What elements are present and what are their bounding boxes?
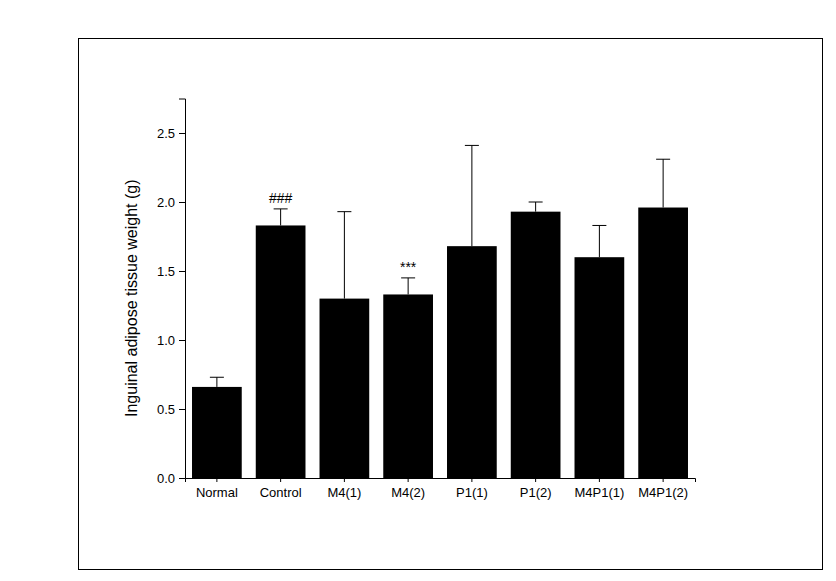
x-tick: M4P1(1) <box>574 478 624 500</box>
bar <box>320 299 370 478</box>
x-axis-line <box>186 479 696 483</box>
error-bar-cap <box>210 377 224 378</box>
significance-annotation: *** <box>400 259 417 275</box>
bar <box>192 387 242 478</box>
error-bar <box>274 209 288 226</box>
x-tick-mark <box>280 478 281 482</box>
y-tick: 2.5 <box>157 126 185 141</box>
x-tick: M4(2) <box>391 478 425 500</box>
y-axis: 0.0 0.5 1.0 1.5 2.0 2.5 <box>157 99 186 486</box>
chart: 0.0 0.5 1.0 1.5 2.0 2.5 Normal Control M4(1) M4(2… <box>0 0 836 581</box>
plot-area <box>192 145 688 478</box>
y-tick-label: 1.5 <box>157 264 175 279</box>
error-bar <box>465 145 479 246</box>
y-tick-mark <box>179 340 185 341</box>
y-tick: 1.5 <box>157 264 185 279</box>
y-tick: 1.0 <box>157 333 185 348</box>
y-tick-mark <box>179 271 185 272</box>
x-tick-mark <box>663 478 664 482</box>
x-axis: Normal Control M4(1) M4(2) P1(1) P1(2) M4P1(1)… <box>186 478 696 500</box>
bar <box>447 246 497 478</box>
error-bar-stem <box>535 202 536 212</box>
error-bar-stem <box>599 225 600 257</box>
error-bar-stem <box>663 159 664 207</box>
error-bar <box>210 377 224 387</box>
error-bar-cap <box>529 202 543 203</box>
x-tick-mark <box>535 478 536 482</box>
error-bar-cap <box>656 159 670 160</box>
x-tick: Normal <box>196 478 238 500</box>
error-bar <box>337 212 351 299</box>
error-bar <box>656 159 670 207</box>
error-bar-stem <box>344 212 345 299</box>
significance-annotation: ### <box>269 190 293 206</box>
x-tick-label: Control <box>260 485 302 500</box>
y-tick-label: 1.0 <box>157 333 175 348</box>
x-tick-mark <box>408 478 409 482</box>
y-axis-line <box>179 99 186 479</box>
y-tick-mark <box>179 133 185 134</box>
error-bar-cap <box>337 211 351 212</box>
y-tick-mark <box>179 202 185 203</box>
error-bar-cap <box>401 277 415 278</box>
bar <box>511 212 561 478</box>
error-bar-cap <box>274 208 288 209</box>
bar <box>383 294 433 478</box>
y-tick-label: 0.5 <box>157 402 175 417</box>
bar <box>575 257 625 478</box>
error-bar-cap <box>465 145 479 146</box>
error-bar-stem <box>280 209 281 226</box>
y-axis-title: Inguinal adipose tissue weight (g) <box>123 180 140 417</box>
x-tick-mark <box>216 478 217 482</box>
y-tick-label: 2.5 <box>157 126 175 141</box>
x-tick-label: P1(2) <box>520 485 552 500</box>
bar <box>638 208 688 478</box>
x-tick: M4P1(2) <box>638 478 688 500</box>
error-bar-stem <box>216 377 217 387</box>
error-bar-cap <box>592 225 606 226</box>
y-tick-mark <box>179 478 185 479</box>
error-bar-stem <box>471 145 472 246</box>
error-bar <box>592 225 606 257</box>
x-tick-mark <box>471 478 472 482</box>
error-bar <box>529 202 543 212</box>
x-tick-label: M4(2) <box>391 485 425 500</box>
outer-frame <box>79 39 823 570</box>
x-tick-label: M4P1(2) <box>638 485 688 500</box>
x-tick: P1(1) <box>456 478 488 500</box>
y-tick-mark <box>179 409 185 410</box>
error-bar-stem <box>408 278 409 295</box>
y-tick: 0.5 <box>157 402 185 417</box>
x-tick-label: M4P1(1) <box>574 485 624 500</box>
x-tick-mark <box>344 478 345 482</box>
x-tick-label: Normal <box>196 485 238 500</box>
x-tick: M4(1) <box>327 478 361 500</box>
x-tick-label: P1(1) <box>456 485 488 500</box>
y-tick-label: 0.0 <box>157 471 175 486</box>
y-tick-label: 2.0 <box>157 195 175 210</box>
x-tick: Control <box>260 478 302 500</box>
y-tick: 2.0 <box>157 195 185 210</box>
x-tick-label: M4(1) <box>327 485 361 500</box>
y-tick: 0.0 <box>157 471 185 486</box>
x-tick-mark <box>599 478 600 482</box>
bar <box>256 225 306 478</box>
x-tick: P1(2) <box>520 478 552 500</box>
error-bar <box>401 278 415 295</box>
